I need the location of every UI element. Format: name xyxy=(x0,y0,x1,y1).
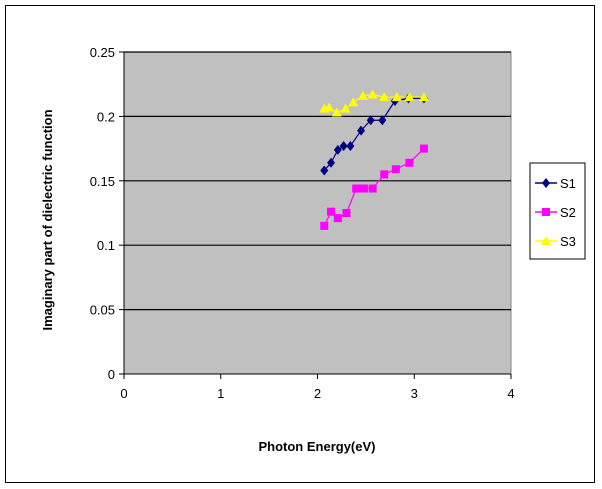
data-point xyxy=(320,221,329,230)
data-point xyxy=(342,209,351,217)
legend-item-s2: S2 xyxy=(535,205,576,220)
series-s2 xyxy=(320,144,428,230)
legend-marker xyxy=(542,178,550,188)
data-point xyxy=(367,89,378,99)
x-tick-label: 4 xyxy=(507,386,514,401)
x-tick-label: 3 xyxy=(411,386,418,401)
legend-label: S1 xyxy=(560,176,576,191)
y-axis-title: Imaginary part of dielectric function xyxy=(40,109,55,330)
data-point xyxy=(324,102,335,112)
data-point xyxy=(405,158,414,167)
data-point xyxy=(359,184,368,193)
data-point xyxy=(346,141,355,152)
x-axis-ticks: 0 1 2 3 4 xyxy=(120,374,515,401)
y-tick-label: 0.15 xyxy=(90,174,115,189)
data-point xyxy=(333,214,342,223)
data-point xyxy=(327,207,336,216)
data-point xyxy=(357,125,366,136)
x-axis-title: Photon Energy(eV) xyxy=(258,439,375,454)
data-point xyxy=(379,92,390,102)
data-point xyxy=(391,92,402,102)
legend-label: S3 xyxy=(560,234,576,249)
legend-marker xyxy=(542,208,550,216)
data-point xyxy=(348,97,359,107)
y-tick-label: 0.1 xyxy=(97,238,115,253)
data-point xyxy=(331,107,342,117)
data-point xyxy=(366,115,375,126)
series-s3 xyxy=(319,89,429,117)
legend-label: S2 xyxy=(560,205,576,220)
data-point xyxy=(418,92,429,102)
gridlines xyxy=(124,51,511,311)
series-layer xyxy=(319,89,429,230)
x-tick-label: 1 xyxy=(217,386,224,401)
y-tick-label: 0.05 xyxy=(90,303,115,318)
data-point xyxy=(391,165,400,174)
data-point xyxy=(378,115,387,126)
x-tick-label: 0 xyxy=(120,386,127,401)
y-tick-label: 0.2 xyxy=(97,109,115,124)
legend: S1 S2 S3 xyxy=(529,162,586,260)
data-point xyxy=(352,184,361,193)
plot-area xyxy=(123,51,512,375)
y-axis-ticks: 0 0.05 0.1 0.15 0.2 0.25 xyxy=(90,45,124,382)
data-point xyxy=(320,165,329,176)
legend-item-s1: S1 xyxy=(535,176,576,191)
data-point xyxy=(327,157,336,168)
legend-item-s3: S3 xyxy=(535,234,576,249)
data-point xyxy=(357,90,368,100)
data-point xyxy=(368,184,377,193)
x-tick-label: 2 xyxy=(314,386,321,401)
data-point xyxy=(340,103,351,113)
data-point xyxy=(404,92,415,102)
data-point xyxy=(380,170,389,179)
y-tick-label: 0 xyxy=(108,367,115,382)
data-point xyxy=(333,144,342,155)
legend-marker xyxy=(541,236,551,245)
data-point xyxy=(339,141,348,152)
y-tick-label: 0.25 xyxy=(90,45,115,60)
data-point xyxy=(419,144,428,153)
